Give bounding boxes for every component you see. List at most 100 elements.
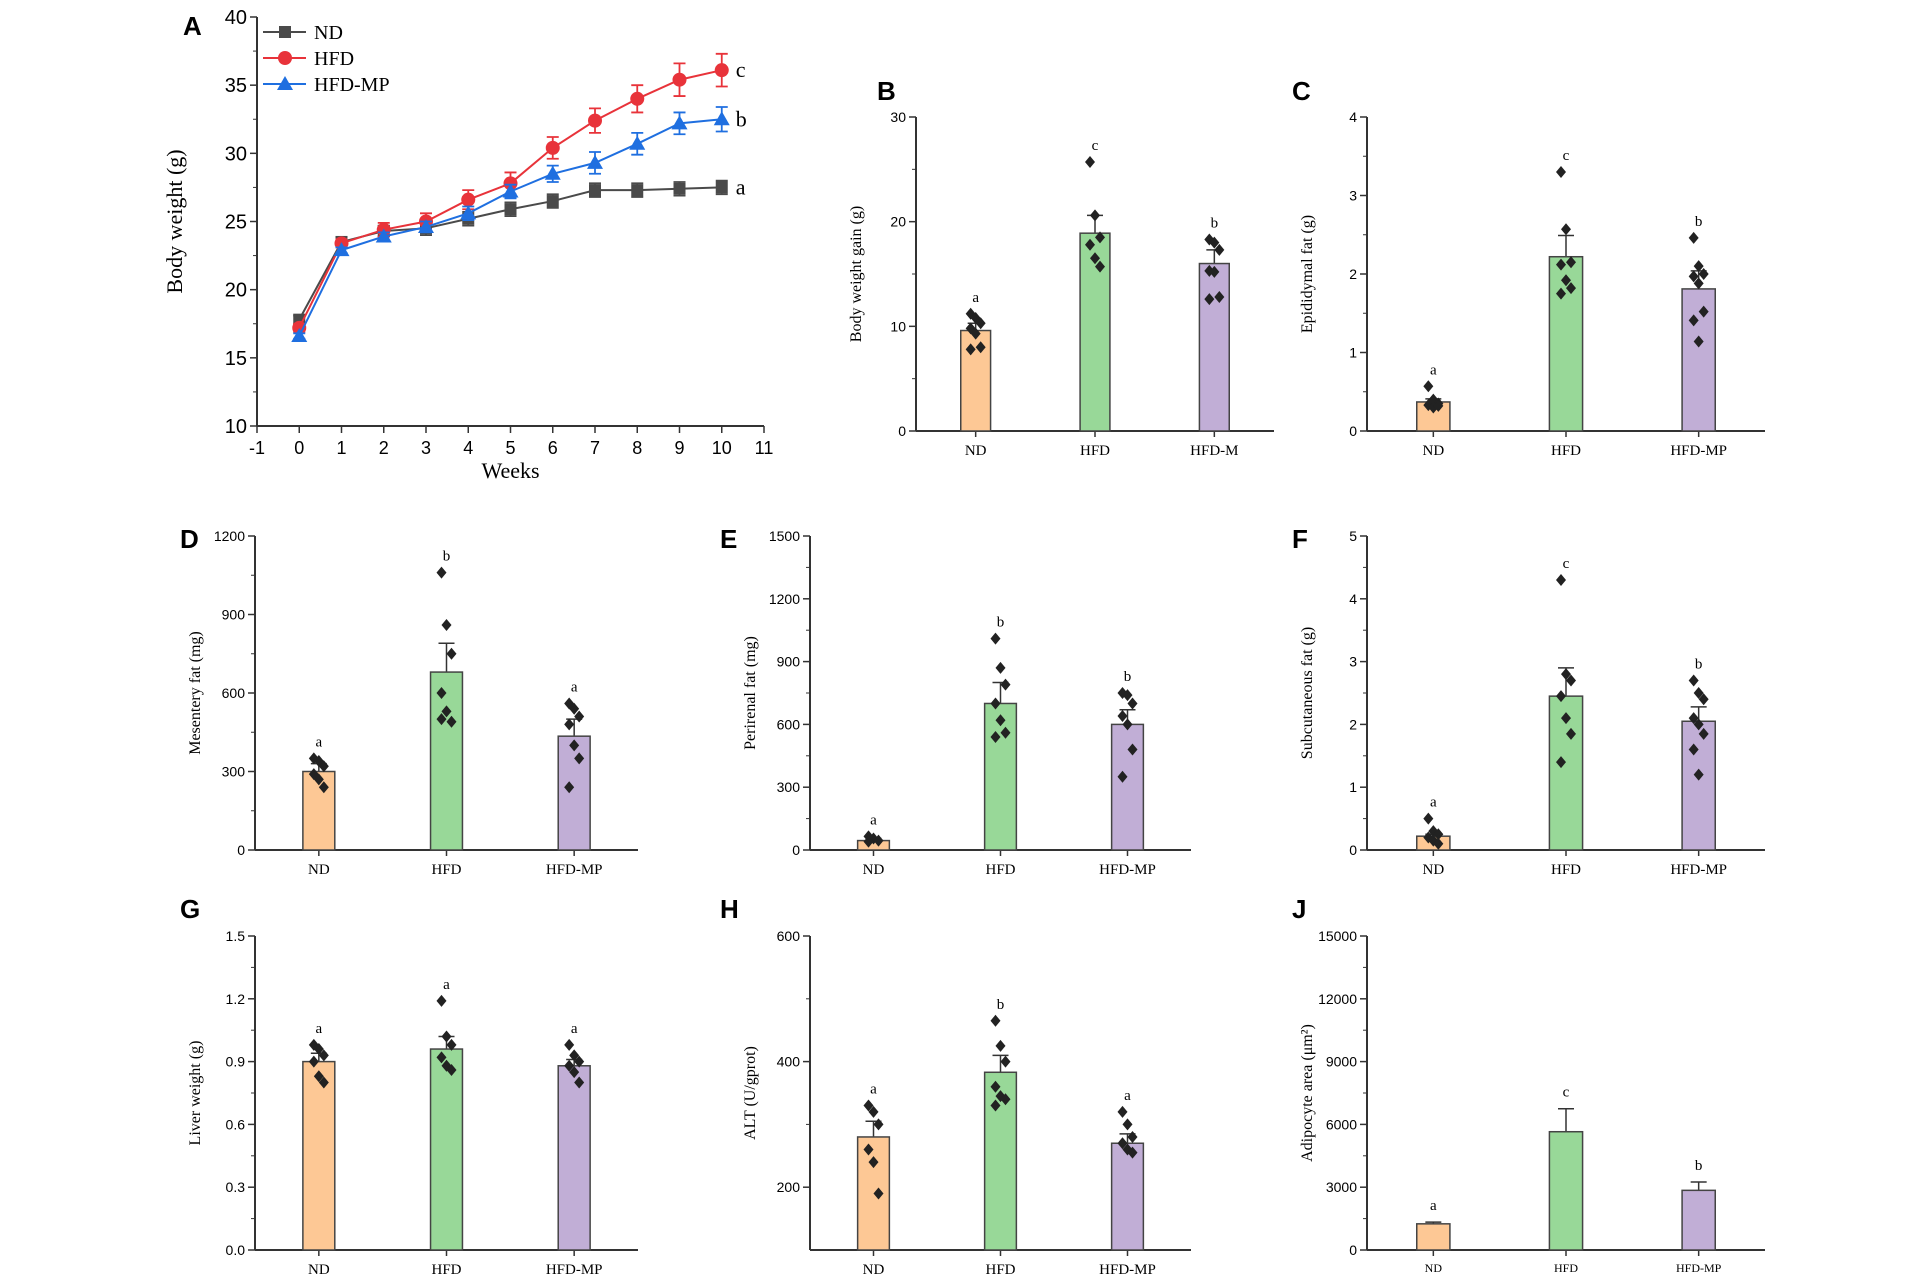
triangle-marker	[629, 135, 646, 150]
data-point	[1209, 265, 1220, 278]
significance-letter: b	[1695, 1158, 1703, 1174]
significance-letter: b	[443, 549, 451, 565]
data-point	[990, 1014, 1001, 1027]
data-point	[1688, 314, 1699, 327]
panel-letter: H	[720, 894, 739, 924]
x-tick-label: ND	[308, 1262, 330, 1278]
data-point	[1561, 668, 1571, 681]
data-point	[863, 1099, 874, 1112]
y-tick-label: 0	[792, 842, 800, 858]
panel-D: D 0 300 600 900 1200 Mesentery fat (mg) ND a HFD b…	[180, 524, 638, 878]
panel-letter: C	[1292, 76, 1311, 106]
square-marker	[673, 182, 686, 195]
data-point	[873, 834, 884, 847]
y-tick-label: 0.3	[226, 1179, 246, 1195]
data-point	[1566, 282, 1576, 295]
x-tick-label: HFD-MP	[1099, 862, 1156, 878]
significance-letter: a	[1430, 795, 1437, 811]
data-point	[1561, 223, 1571, 236]
bar-group-ND: ND a	[856, 1082, 891, 1278]
data-point	[436, 687, 447, 699]
triangle-marker	[713, 111, 730, 126]
data-point	[1433, 837, 1444, 850]
series-ND: a	[293, 174, 746, 326]
data-point	[975, 341, 986, 354]
circle-marker	[278, 51, 292, 65]
y-tick-label: 900	[222, 607, 246, 623]
data-point	[313, 1043, 324, 1056]
data-point	[1122, 718, 1133, 731]
square-marker	[715, 181, 728, 194]
data-point	[318, 1076, 329, 1089]
bar-group-ND: ND a	[960, 290, 992, 459]
data-point	[1556, 165, 1566, 178]
significance-letter: b	[997, 615, 1005, 631]
y-tick-label: 2	[1349, 266, 1357, 282]
error-bar	[1558, 234, 1574, 257]
x-tick-label: 8	[632, 438, 642, 458]
data-point	[441, 1030, 452, 1043]
y-tick-label: 12000	[1318, 991, 1357, 1007]
data-point	[436, 713, 447, 726]
y-tick-label: 0.0	[226, 1242, 246, 1258]
significance-letter: a	[315, 1021, 322, 1037]
bar-group-ND: ND a	[302, 1021, 336, 1278]
bar	[429, 1048, 464, 1251]
x-tick-label: HFD-MP	[546, 1262, 603, 1278]
significance-letter: c	[1092, 138, 1099, 154]
y-tick-label: 600	[777, 928, 801, 944]
bar	[557, 1065, 591, 1251]
panel-letter: E	[720, 524, 737, 554]
x-tick-label: HFD	[1551, 862, 1581, 878]
data-point	[1693, 687, 1704, 699]
data-point	[313, 1070, 324, 1083]
data-point	[1566, 256, 1576, 269]
panel-F: F 0 1 2 3 4 5 Subcutaneous fat (g) ND a HFD c HFD-MP…	[1292, 524, 1765, 878]
data-point	[569, 1066, 580, 1079]
bar	[1681, 288, 1717, 432]
data-point	[1566, 674, 1576, 687]
panel-E: E 0 300 600 900 1200 1500 Perirenal fat (mg) ND a…	[720, 524, 1191, 878]
data-point	[313, 773, 324, 786]
bar-group-HFD: HFD b	[429, 549, 464, 878]
x-tick-label: HFD	[431, 862, 461, 878]
data-point	[1127, 1130, 1138, 1143]
data-point	[868, 1105, 879, 1118]
square-marker	[279, 26, 291, 38]
data-point	[1688, 674, 1699, 687]
x-tick-label: HFD	[431, 1262, 461, 1278]
panel-letter: D	[180, 524, 199, 554]
error-bar	[1558, 1107, 1574, 1132]
bar-group-HFD: HFD a	[429, 977, 464, 1278]
data-point	[1117, 710, 1128, 723]
data-point	[1693, 277, 1704, 290]
circle-marker	[588, 113, 602, 128]
y-axis-label: Body weight gain (g)	[848, 206, 865, 342]
y-tick-label: 1.5	[226, 928, 246, 944]
x-tick-label: HFD	[1080, 443, 1110, 459]
significance-letter: a	[1430, 1198, 1437, 1214]
y-axis-label: Liver weight (g)	[187, 1041, 204, 1146]
square-marker	[589, 184, 601, 197]
y-tick-label: 0.6	[226, 1116, 246, 1132]
y-tick-label: 15000	[1318, 928, 1357, 944]
bar-group-HFD: HFD b	[983, 615, 1018, 878]
y-axis-label: Body weight (g)	[162, 149, 187, 293]
bar-group-HFD: HFD c	[1548, 148, 1584, 459]
circle-marker	[714, 63, 729, 78]
data-point	[574, 710, 585, 723]
data-point	[1433, 399, 1444, 412]
bar	[429, 671, 464, 851]
x-tick-label: 1	[336, 438, 346, 458]
bar	[302, 1060, 336, 1251]
x-tick-label: HFD	[1554, 1261, 1578, 1275]
y-tick-label: 1500	[769, 528, 800, 544]
circle-marker	[292, 320, 307, 335]
bar-group-HFD-MP: HFD-MP a	[546, 679, 603, 878]
x-tick-label: HFD-MP	[546, 862, 603, 878]
data-point	[1090, 252, 1100, 265]
x-tick-label: 0	[294, 438, 304, 458]
bar-group-HFD-MP: HFD-MP b	[1670, 656, 1727, 878]
bar	[960, 329, 992, 432]
data-point	[1698, 268, 1709, 280]
